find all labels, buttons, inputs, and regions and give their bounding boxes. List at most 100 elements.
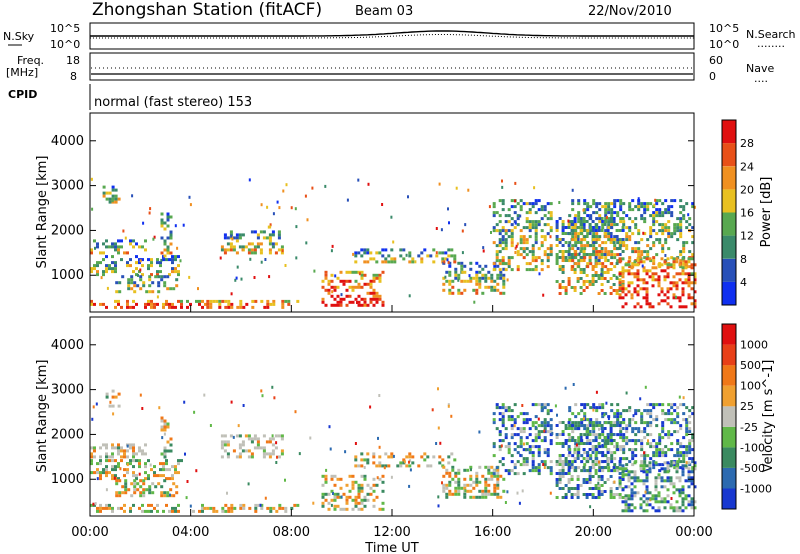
heatmap-cell [612, 466, 616, 469]
heatmap-cell [265, 440, 269, 444]
heatmap-cell [640, 445, 644, 449]
heatmap-cell [284, 264, 287, 267]
heatmap-cell [636, 479, 640, 483]
heatmap-cell [493, 285, 497, 289]
heatmap-cell [648, 461, 652, 465]
heatmap-cell [144, 443, 147, 447]
heatmap-cell [504, 247, 508, 251]
heatmap-cell [645, 497, 649, 501]
heatmap-cell [624, 302, 628, 306]
heatmap-cell [592, 433, 596, 437]
heatmap-cell [646, 205, 650, 209]
heatmap-cell [522, 226, 526, 230]
heatmap-cell [637, 409, 641, 413]
heatmap-cell [475, 477, 479, 481]
heatmap-cell [507, 472, 511, 476]
heatmap-cell [664, 451, 668, 455]
heatmap-cell [639, 255, 642, 259]
heatmap-cell [531, 466, 535, 470]
heatmap-cell [506, 278, 509, 282]
heatmap-cell [558, 265, 562, 268]
heatmap-cell [621, 275, 625, 279]
heatmap-cell [132, 443, 135, 447]
heatmap-cell [651, 278, 655, 282]
heatmap-cell [624, 269, 628, 273]
heatmap-cell [139, 268, 142, 272]
heatmap-cell [528, 202, 532, 206]
heatmap-cell [174, 267, 177, 271]
heatmap-cell [268, 251, 272, 255]
heatmap-cell [513, 403, 517, 407]
colorbar-tick-label: -500 [740, 462, 765, 475]
heatmap-cell [366, 498, 370, 502]
heatmap-cell [577, 211, 581, 215]
heatmap-cell [442, 288, 446, 292]
heatmap-cell [448, 273, 452, 277]
heatmap-cell [423, 248, 427, 252]
heatmap-cell [496, 468, 500, 472]
heatmap-cell [457, 276, 461, 280]
heatmap-cell [369, 291, 373, 295]
heatmap-cell [531, 421, 535, 425]
heatmap-cell [632, 414, 635, 418]
heatmap-cell [106, 286, 109, 290]
heatmap-cell [618, 260, 622, 264]
heatmap-cell [454, 267, 458, 271]
heatmap-cell [576, 484, 580, 487]
heatmap-cell [561, 454, 565, 457]
heatmap-cell [678, 509, 682, 513]
heatmap-cell [189, 203, 192, 207]
heatmap-cell [264, 258, 267, 261]
heatmap-cell [381, 474, 385, 478]
heatmap-cell [507, 442, 511, 446]
heatmap-cell [157, 290, 161, 294]
heatmap-cell [126, 444, 129, 448]
heatmap-cell [510, 415, 514, 419]
heatmap-cell [493, 279, 497, 283]
heatmap-cell [220, 245, 224, 249]
heatmap-cell [598, 214, 602, 218]
power-panel-frame [89, 112, 695, 313]
nave-label: Nave [746, 62, 774, 75]
heatmap-cell [645, 509, 649, 513]
heatmap-cell [595, 238, 599, 242]
heatmap-cell [160, 485, 164, 489]
heatmap-cell [531, 445, 535, 449]
heatmap-cell [604, 442, 608, 446]
heatmap-cell [685, 451, 689, 455]
heatmap-cell [643, 211, 647, 215]
heatmap-cell [375, 251, 379, 255]
heatmap-cell [643, 217, 647, 221]
heatmap-cell [238, 236, 242, 240]
heatmap-cell [669, 476, 673, 480]
heatmap-cell [531, 457, 535, 461]
heatmap-cell [441, 481, 443, 485]
heatmap-cell [660, 500, 664, 504]
heatmap-cell [111, 197, 115, 201]
heatmap-cell [685, 454, 689, 458]
heatmap-cell [628, 205, 632, 209]
heatmap-cell [448, 288, 452, 292]
heatmap-cell [372, 483, 376, 487]
heatmap-cell [561, 487, 565, 490]
heatmap-cell [640, 418, 644, 422]
heatmap-cell [490, 231, 492, 234]
heatmap-cell [502, 282, 506, 286]
heatmap-cell [655, 463, 659, 467]
heatmap-cell [277, 236, 281, 240]
heatmap-cell [613, 469, 617, 473]
heatmap-cell [603, 253, 607, 256]
station-title: Zhongshan Station (fitACF) [92, 0, 322, 20]
heatmap-cell [229, 242, 233, 246]
heatmap-cell [586, 208, 590, 212]
heatmap-cell [672, 257, 676, 261]
heatmap-cell [463, 492, 467, 496]
heatmap-cell [616, 199, 620, 203]
heatmap-cell [120, 258, 123, 262]
heatmap-cell [99, 455, 102, 459]
heatmap-cell [658, 469, 662, 473]
heatmap-cell [507, 265, 511, 269]
heatmap-cell [622, 220, 626, 224]
heatmap-cell [260, 299, 264, 303]
heatmap-cell [591, 493, 595, 496]
